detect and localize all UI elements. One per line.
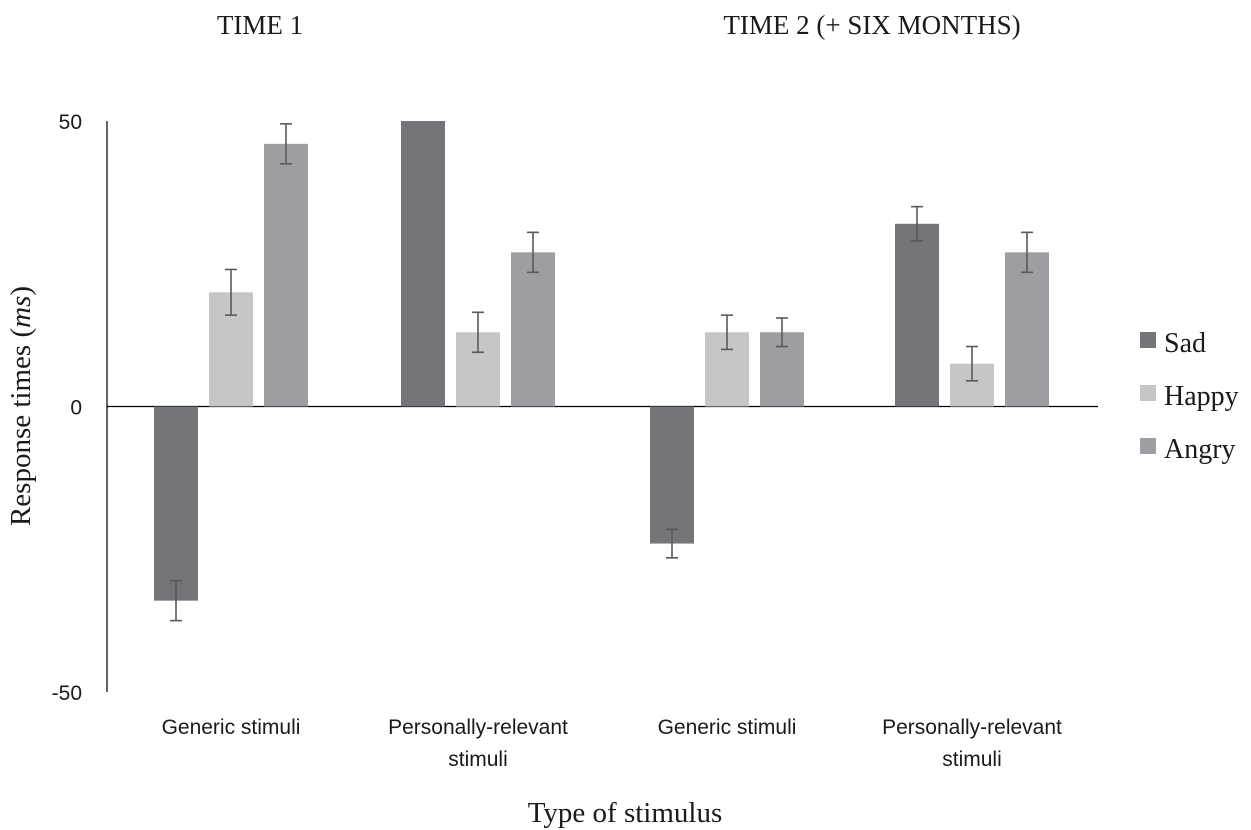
legend: Sad Happy Angry bbox=[1140, 328, 1239, 465]
y-tick-label: 0 bbox=[70, 397, 82, 420]
x-tick-label: stimuli bbox=[942, 748, 1002, 771]
y-axis-label: Response times (ms) bbox=[5, 286, 37, 526]
bar-sad bbox=[895, 223, 939, 407]
panel-title: TIME 1 bbox=[217, 10, 303, 40]
legend-label: Angry bbox=[1164, 434, 1236, 465]
bar-sad bbox=[401, 121, 445, 407]
x-tick-label: stimuli bbox=[448, 748, 508, 771]
panel-titles: TIME 1 TIME 2 (+ SIX MONTHS) bbox=[217, 10, 1021, 40]
bars bbox=[154, 121, 1049, 601]
legend-swatch-angry bbox=[1140, 438, 1156, 454]
bar-angry bbox=[1005, 252, 1049, 407]
legend-label: Sad bbox=[1164, 328, 1206, 359]
x-tick-labels: Generic stimuli Personally-relevant stimul… bbox=[162, 716, 1062, 771]
y-tick-label: 50 bbox=[59, 111, 82, 134]
bar-sad bbox=[154, 406, 198, 601]
panel-title: TIME 2 (+ SIX MONTHS) bbox=[723, 10, 1020, 40]
y-tick-label: -50 bbox=[52, 682, 82, 705]
axes: 50 0 -50 bbox=[52, 111, 1098, 705]
legend-swatch-sad bbox=[1140, 332, 1156, 348]
legend-swatch-happy bbox=[1140, 385, 1156, 401]
x-tick-label: Personally-relevant bbox=[388, 716, 568, 739]
x-tick-label: Personally-relevant bbox=[882, 716, 1062, 739]
error-bars bbox=[170, 123, 1033, 622]
bar-sad bbox=[650, 406, 694, 544]
legend-label: Happy bbox=[1164, 381, 1239, 412]
x-axis-label: Type of stimulus bbox=[528, 797, 723, 829]
x-tick-label: Generic stimuli bbox=[658, 716, 797, 739]
bar-angry bbox=[511, 252, 555, 407]
x-tick-label: Generic stimuli bbox=[162, 716, 301, 739]
bar-angry bbox=[264, 143, 308, 407]
